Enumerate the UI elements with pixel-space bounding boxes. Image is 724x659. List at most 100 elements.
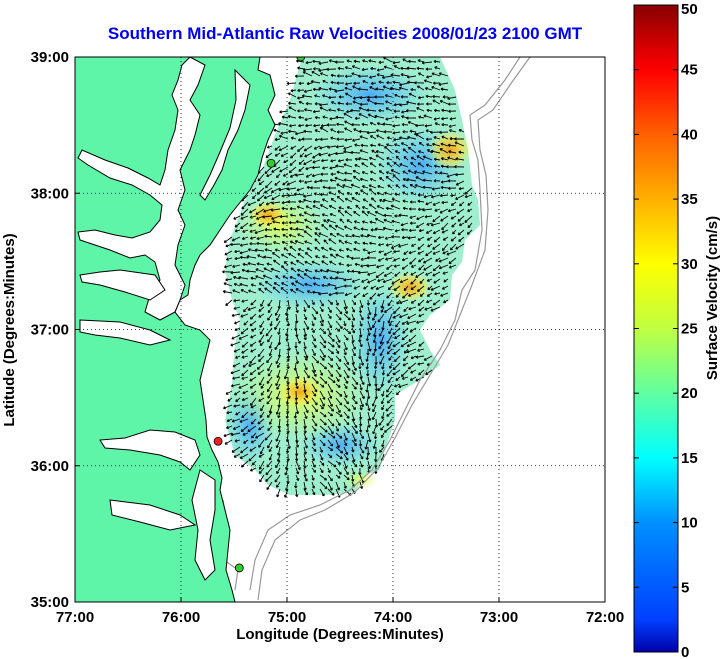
velocity-arrow (386, 348, 393, 355)
velocity-arrow (414, 81, 425, 85)
velocity-arrow (358, 106, 369, 112)
velocity-arrow (354, 164, 361, 168)
velocity-arrow (304, 240, 313, 245)
velocity-arrow (336, 195, 345, 203)
velocity-arrow (351, 341, 356, 350)
velocity-arrow (368, 184, 377, 189)
velocity-arrow (375, 154, 385, 161)
velocity-arrow (321, 246, 329, 252)
velocity-arrow (241, 397, 249, 402)
velocity-arrow (415, 271, 425, 278)
velocity-arrow (358, 425, 363, 433)
velocity-arrow (319, 320, 324, 327)
bays (77, 57, 251, 581)
velocity-arrow (328, 108, 337, 112)
velocity-arrow (441, 200, 449, 205)
velocity-arrow (288, 166, 297, 174)
velocity-arrow (241, 341, 249, 348)
velocity-arrow (327, 383, 334, 393)
velocity-arrow (294, 418, 298, 425)
velocity-arrow (275, 275, 281, 280)
velocity-arrow (408, 334, 417, 342)
velocity-arrow (351, 418, 358, 429)
velocity-arrow (335, 369, 342, 378)
velocity-arrow (235, 397, 241, 403)
velocity-arrow (399, 136, 409, 140)
velocity-arrow (447, 186, 457, 190)
velocity-arrow (392, 327, 401, 336)
velocity-arrow (408, 228, 417, 233)
velocity-arrow (235, 411, 241, 416)
velocity-arrow (303, 481, 307, 491)
velocity-arrow (233, 348, 241, 353)
velocity-arrow (240, 289, 249, 294)
velocity-arrow (335, 355, 342, 362)
velocity-arrow (258, 439, 265, 448)
velocity-arrow (238, 334, 249, 340)
velocity-arrow (327, 425, 334, 435)
velocity-arrow (422, 208, 433, 212)
velocity-arrow (304, 282, 313, 287)
velocity-arrow (318, 61, 329, 65)
velocity-arrow (257, 348, 265, 358)
velocity-arrow (388, 355, 393, 361)
velocity-arrow (320, 172, 329, 176)
velocity-arrow (321, 213, 329, 217)
velocity-arrow (359, 404, 363, 411)
velocity-arrow (375, 285, 385, 291)
velocity-arrow (319, 383, 325, 388)
velocity-arrow (360, 264, 369, 268)
velocity-arrow (441, 135, 449, 140)
velocity-arrow (327, 474, 333, 482)
velocity-arrow (335, 439, 340, 449)
velocity-arrow (275, 173, 281, 179)
velocity-arrow (258, 355, 265, 362)
velocity-arrow (359, 453, 364, 460)
velocity-arrow (231, 418, 241, 423)
velocity-arrow (402, 58, 409, 63)
velocity-arrow (455, 172, 465, 177)
velocity-arrow (310, 186, 321, 190)
colorbar-tick-label: 25 (681, 321, 698, 338)
velocity-arrow (238, 275, 249, 280)
velocity-arrow (311, 313, 317, 321)
velocity-arrow (250, 299, 257, 306)
velocity-arrow (282, 275, 289, 280)
velocity-arrow (441, 222, 449, 231)
velocity-arrow (251, 390, 257, 396)
velocity-arrow (251, 187, 257, 192)
velocity-arrow (352, 169, 361, 175)
velocity-arrow (295, 288, 305, 294)
velocity-arrow (424, 306, 433, 311)
velocity-arrow (457, 229, 465, 236)
velocity-arrow (227, 397, 233, 402)
velocity-arrow (255, 275, 265, 280)
velocity-arrow (358, 411, 363, 420)
velocity-arrow (225, 299, 233, 307)
velocity-arrow (353, 285, 361, 290)
velocity-arrow (281, 240, 289, 245)
velocity-arrow (398, 213, 409, 217)
velocity-arrow (345, 92, 353, 98)
velocity-arrow (417, 362, 425, 366)
velocity-arrow (362, 80, 369, 84)
velocity-arrow (354, 241, 361, 245)
velocity-arrow (372, 320, 377, 329)
velocity-arrow (351, 425, 358, 434)
velocity-arrow (327, 467, 331, 474)
velocity-arrow (374, 227, 385, 231)
velocity-arrow (295, 227, 305, 231)
velocity-arrow (303, 432, 308, 441)
velocity-arrow (396, 299, 401, 305)
velocity-arrow (450, 201, 457, 206)
velocity-arrow (374, 217, 385, 224)
velocity-arrow (247, 248, 257, 252)
velocity-arrow (262, 215, 273, 219)
velocity-arrow (322, 185, 329, 189)
velocity-arrow (351, 474, 355, 482)
velocity-arrow (326, 268, 337, 273)
velocity-arrow (283, 369, 289, 380)
velocity-arrow (434, 208, 441, 212)
velocity-arrow (294, 131, 305, 136)
velocity-arrow (359, 383, 363, 391)
